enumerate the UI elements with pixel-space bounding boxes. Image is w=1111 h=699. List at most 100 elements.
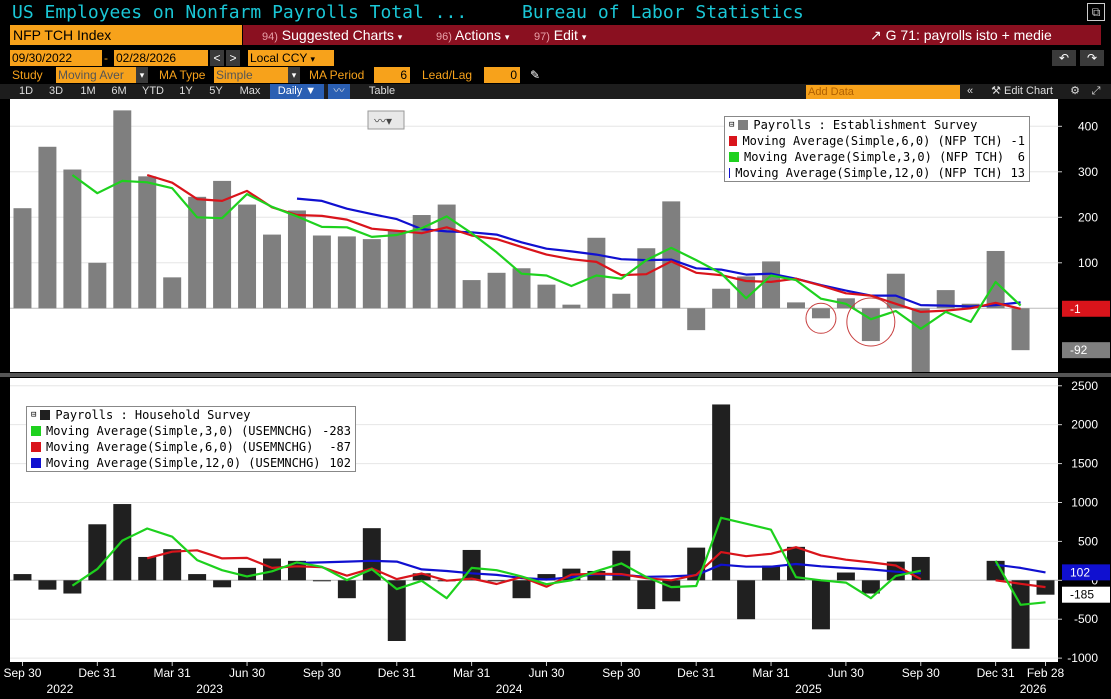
tab-3d[interactable]: 3D [48,85,64,97]
tab-1d[interactable]: 1D [18,85,34,97]
bar [412,215,431,309]
frequency-select[interactable]: Daily ▼ [270,84,324,99]
tab-5y[interactable]: 5Y [209,85,223,97]
ma-type-dropdown-icon[interactable]: ▾ [288,67,300,83]
x-year-label: 2023 [196,682,223,696]
next-range-button[interactable]: > [226,50,240,66]
lead-lag-label: Lead/Lag [422,68,473,82]
bar [337,580,356,599]
bar [637,580,656,610]
bar [13,574,32,581]
popout-icon[interactable]: ⧉ [1087,3,1105,21]
prev-range-button[interactable]: < [210,50,224,66]
bar [986,250,1005,309]
red-swatch [729,136,738,146]
last-value-tag [1062,300,1110,317]
legend-item: Moving Average(Simple,6,0) (USEMNCHG) -87 [27,439,355,455]
last-value-label: 102 [1070,565,1090,579]
y-tick-label: 2000 [1071,418,1098,432]
x-axis-background [0,662,1111,699]
undo-button[interactable]: ↶ [1052,50,1076,66]
tab-ytd[interactable]: YTD [142,85,164,97]
start-date-field[interactable]: 09/30/2022 [10,50,102,66]
legend-item: Moving Average(Simple,3,0) (NFP TCH) 6 [725,149,1029,165]
end-date-field[interactable]: 02/28/2026 [114,50,208,66]
study-field[interactable]: Moving Aver [56,67,136,83]
y-axis-background [1058,99,1111,372]
bar [737,276,756,309]
ma-period-field[interactable]: 6 [374,67,410,83]
bar [13,208,32,309]
table-button[interactable]: Table [368,85,396,97]
study-label: Study [12,68,43,82]
ma-type-field[interactable]: Simple [214,67,288,83]
edit-menu[interactable]: 97) Edit ▾ [530,25,587,45]
redo-button[interactable]: ↷ [1080,50,1104,66]
bar [462,280,481,309]
bar [337,236,356,309]
y-tick-label: 1000 [1071,495,1098,509]
bar [387,230,406,309]
bar [287,210,306,309]
actions-menu[interactable]: 96) Actions ▾ [432,25,510,45]
legend-item: Moving Average(Simple,12,0) (NFP TCH) 13 [725,165,1029,181]
line-chart-icon[interactable]: 〰 [328,84,350,99]
chevron-down-icon: ▾ [310,54,316,64]
bar [238,204,257,309]
x-tick-label: Dec 31 [677,666,715,680]
ma-period-label: MA Period [309,68,365,82]
tab-max[interactable]: Max [239,85,261,97]
suggested-charts-menu[interactable]: 94) Suggested Charts ▾ [258,25,403,45]
blue-swatch [729,168,731,178]
security-title: US Employees on Nonfarm Payrolls Total .… [12,2,468,23]
x-tick-label: Jun 30 [528,666,564,680]
bar [662,201,681,309]
legend-household: ⊟ Payrolls : Household Survey Moving Aver… [26,406,356,472]
bar [512,580,531,599]
suggested-charts-num: 94) [262,31,278,43]
chart-reference[interactable]: ↗ G 71: payrolls isto + medie [866,25,1052,45]
blue-swatch [31,458,41,468]
legend-value: 102 [329,456,351,470]
bar [911,556,930,581]
last-value-tag [1062,586,1110,603]
legend-item: Moving Average(Simple,3,0) (USEMNCHG) -28… [27,423,355,439]
bar [562,304,581,309]
collapse-legend-icon[interactable]: ⊟ [31,410,37,420]
bar [113,110,132,309]
actions-num: 96) [436,31,452,43]
ticker-field[interactable]: NFP TCH Index [10,25,242,45]
bar [188,196,207,309]
tab-1m[interactable]: 1M [80,85,96,97]
tab-6m[interactable]: 6M [111,85,127,97]
tab-1y[interactable]: 1Y [179,85,193,97]
study-bar: Study Moving Aver ▾ MA Type Simple ▾ MA … [0,67,1111,83]
expand-icon[interactable]: ⤢ [1091,85,1101,97]
collapse-legend-icon[interactable]: ⊟ [729,120,735,130]
gear-icon[interactable]: ⚙ [1070,85,1080,97]
x-tick-label: Sep 30 [3,666,41,680]
y-tick-label: -1000 [1067,651,1098,665]
bar [587,237,606,309]
study-dropdown-icon[interactable]: ▾ [136,67,148,83]
edit-label: Edit [553,27,578,43]
bar [811,580,830,630]
lead-lag-field[interactable]: 0 [484,67,520,83]
x-tick-label: Sep 30 [602,666,640,680]
last-value-label: -92 [1070,343,1088,357]
bar [936,290,955,309]
last-value-tag [1062,564,1110,581]
bar [312,235,331,309]
edit-chart-label: Edit Chart [1004,85,1053,97]
add-data-input[interactable]: Add Data [806,85,960,99]
pen-icon[interactable]: ✎ [530,68,541,82]
chart-type-icon: 〰▾ [374,114,392,128]
edit-chart-button[interactable]: ⚒ Edit Chart [980,84,1064,99]
legend-label: Moving Average(Simple,3,0) (USEMNCHG) [46,424,314,438]
legend-label: Payrolls : Household Survey [55,408,251,422]
legend-label: Moving Average(Simple,12,0) (USEMNCHG) [46,456,321,470]
collapse-icon[interactable]: « [966,85,974,97]
currency-select[interactable]: Local CCY ▾ [248,50,334,66]
bar [861,308,880,342]
